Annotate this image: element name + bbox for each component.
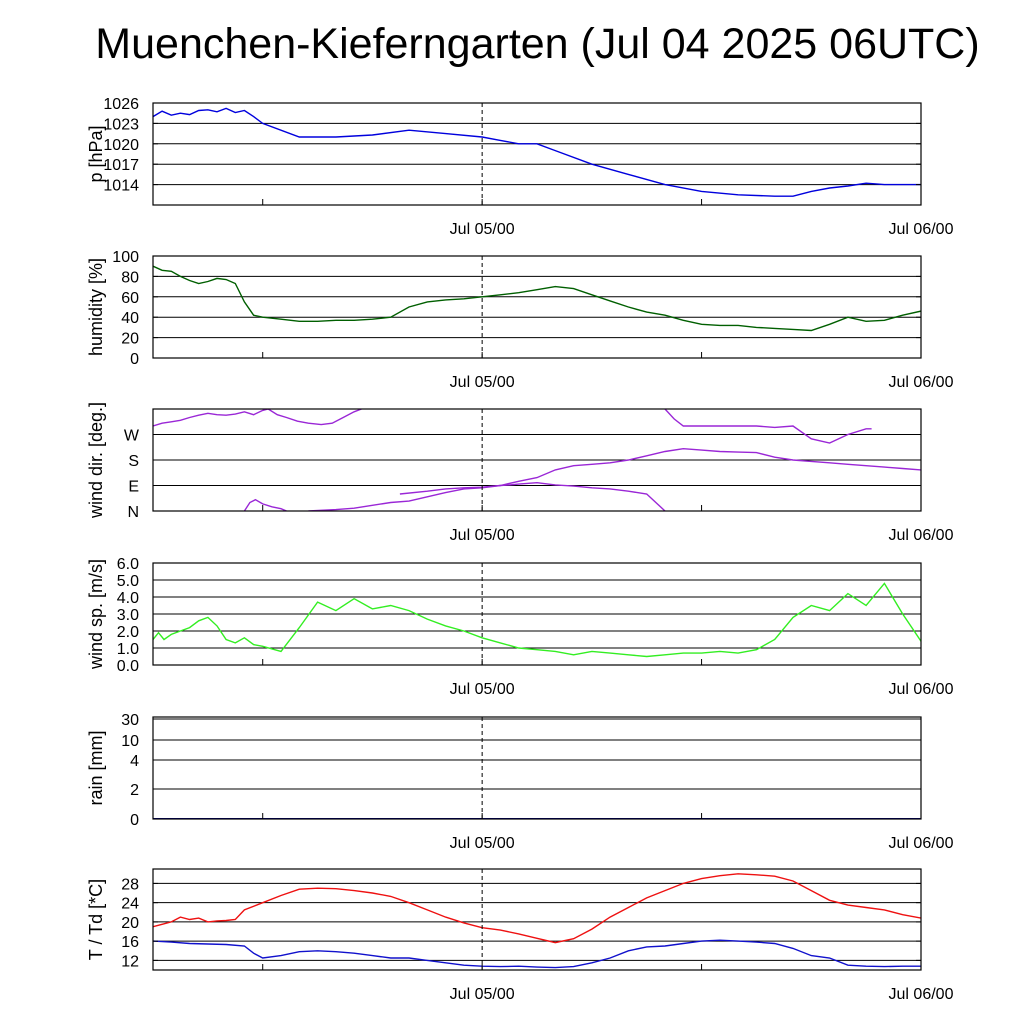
wind_speed-series-line — [153, 582, 921, 658]
panel-frame — [152, 716, 922, 820]
y-axis-label: humidity [%] — [86, 258, 106, 356]
x-tick-label: Jul 06/00 — [889, 221, 954, 238]
wind_dir-series-line — [243, 498, 287, 511]
pressure-series-line — [153, 107, 921, 197]
y-tick-label: 30 — [121, 712, 139, 729]
temperature-panel: 12 16 20 24 28 Jul 05/00 Jul 06/00 T / Td [*C] — [86, 868, 954, 1003]
wind_dir-series-line — [399, 481, 666, 511]
panel-frame — [152, 102, 922, 206]
x-tick-label: Jul 06/00 — [889, 527, 954, 544]
x-tick-label: Jul 05/00 — [450, 986, 515, 1003]
x-tick-label: Jul 05/00 — [450, 221, 515, 238]
y-tick-label: 0 — [130, 351, 139, 368]
y-tick-label: 20 — [121, 915, 139, 932]
y-tick-label: E — [128, 479, 139, 496]
temperature-series-line — [153, 873, 921, 944]
y-tick-label: 20 — [121, 331, 139, 348]
y-tick-label: S — [128, 453, 139, 470]
wind-speed-panel: 0.01.02.03.04.05.06.0 Jul 05/00 Jul 06/00 w… — [86, 556, 954, 698]
x-tick-label: Jul 06/00 — [889, 681, 954, 698]
y-tick-label: 1.0 — [117, 641, 139, 658]
y-tick-label: 100 — [112, 249, 139, 266]
x-tick-label: Jul 05/00 — [450, 681, 515, 698]
y-tick-label: 3.0 — [117, 607, 139, 624]
wind_dir-series-line — [153, 409, 269, 427]
humidity-series-line — [153, 265, 921, 332]
y-tick-label: 4 — [130, 753, 139, 770]
y-tick-label: 1017 — [103, 157, 139, 174]
y-tick-label: 80 — [121, 269, 139, 286]
y-tick-label: 2 — [130, 782, 139, 799]
humidity-panel: 0 20 40 60 80 100 Jul 05/00 Jul 06/00 humidity [… — [86, 249, 954, 391]
y-tick-label: 6.0 — [117, 556, 139, 573]
y-tick-label: 1014 — [103, 178, 139, 195]
x-tick-label: Jul 06/00 — [889, 986, 954, 1003]
x-tick-label: Jul 05/00 — [450, 835, 515, 852]
y-tick-label: 60 — [121, 290, 139, 307]
panel-frame — [152, 868, 922, 971]
dewpoint-series-line — [153, 939, 921, 969]
page-title: Muenchen-Kieferngarten (Jul 04 2025 06UT… — [95, 20, 980, 68]
y-tick-label: 10 — [121, 733, 139, 750]
y-tick-label: 4.0 — [117, 590, 139, 607]
y-tick-label: 24 — [121, 896, 139, 913]
y-tick-label: 1020 — [103, 137, 139, 154]
y-tick-label: W — [124, 428, 140, 445]
y-tick-label: 0 — [130, 812, 139, 829]
wind_dir-series-line — [267, 409, 362, 426]
y-axis-label: wind sp. [m/s] — [86, 559, 106, 670]
y-tick-label: 16 — [121, 934, 139, 951]
y-tick-label: 2.0 — [117, 624, 139, 641]
y-axis-label: wind dir. [deg.] — [86, 402, 106, 519]
y-axis-label: p [hPa] — [86, 125, 106, 182]
x-tick-label: Jul 05/00 — [450, 527, 515, 544]
wind_dir-series-line — [664, 409, 872, 444]
panel-frame — [152, 255, 922, 359]
y-tick-label: N — [127, 504, 139, 521]
y-axis-label: T / Td [*C] — [86, 879, 106, 960]
y-tick-label: 1026 — [103, 96, 139, 113]
wind_dir-series-line — [308, 447, 921, 511]
y-tick-label: 28 — [121, 876, 139, 893]
x-tick-label: Jul 06/00 — [889, 374, 954, 391]
pressure-panel: 1014 1017 1020 1023 1026 Jul 05/00 Jul 06/00 p … — [86, 96, 954, 238]
y-tick-label: 0.0 — [117, 658, 139, 675]
x-tick-label: Jul 05/00 — [450, 374, 515, 391]
y-tick-label: 1023 — [103, 116, 139, 133]
y-axis-label: rain [mm] — [86, 730, 106, 805]
rain-panel: 0 2 4 10 30 Jul 05/00 Jul 06/00 rain [mm] — [86, 712, 954, 852]
y-tick-label: 40 — [121, 310, 139, 327]
x-tick-label: Jul 06/00 — [889, 835, 954, 852]
y-tick-label: 5.0 — [117, 573, 139, 590]
y-tick-label: 12 — [121, 953, 139, 970]
